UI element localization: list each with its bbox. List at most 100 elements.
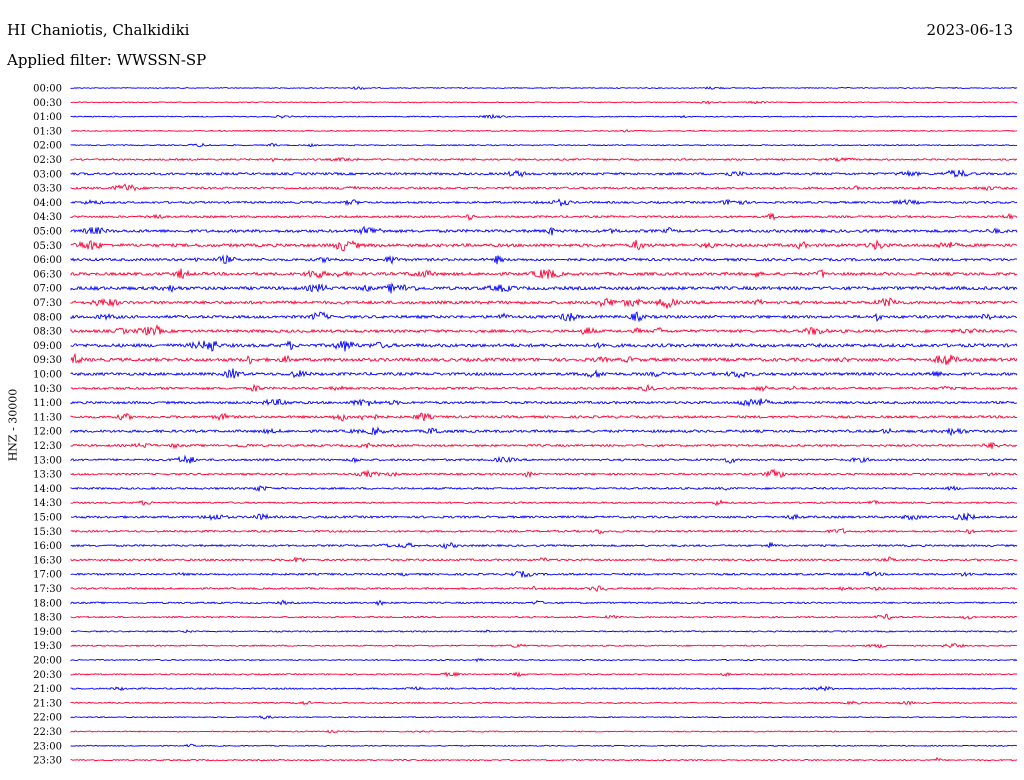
station-title: HI Chaniotis, Chalkidiki	[7, 21, 190, 39]
trace-line	[70, 671, 1018, 678]
time-tick-label: 08:00	[33, 312, 62, 323]
trace-line	[70, 426, 1018, 437]
trace-line	[70, 468, 1018, 479]
time-tick-label: 12:00	[33, 427, 62, 438]
time-tick-label: 10:30	[33, 384, 62, 395]
trace-line	[70, 499, 1018, 507]
trace-line	[70, 657, 1018, 663]
time-tick-label: 22:30	[33, 727, 62, 738]
trace-line	[70, 599, 1018, 607]
time-tick-label: 06:00	[33, 255, 62, 266]
trace-line	[70, 142, 1017, 148]
trace-line	[70, 183, 1018, 192]
time-tick-label: 07:30	[33, 298, 62, 309]
trace-line	[70, 254, 1018, 265]
trace-line	[70, 398, 1018, 408]
time-tick-label: 16:30	[33, 555, 62, 566]
time-tick-label: 15:00	[33, 513, 62, 524]
time-tick-label: 18:30	[33, 613, 62, 624]
trace-line	[70, 311, 1018, 323]
time-tick-label: 01:00	[33, 112, 62, 123]
time-tick-label: 14:00	[33, 484, 62, 495]
time-tick-label: 03:00	[33, 169, 62, 180]
time-tick-label: 00:00	[33, 84, 62, 95]
time-tick-label: 13:30	[33, 470, 62, 481]
trace-line	[70, 268, 1018, 280]
time-tick-label: 04:00	[33, 198, 62, 209]
trace-line	[70, 368, 1018, 379]
time-tick-label: 10:00	[33, 370, 62, 381]
trace-line	[70, 156, 1018, 163]
trace-line	[70, 541, 1018, 549]
time-tick-label: 19:00	[33, 627, 62, 638]
trace-line	[70, 412, 1018, 422]
trace-line	[70, 715, 1018, 720]
trace-line	[70, 198, 1018, 207]
trace-line	[70, 86, 1018, 90]
trace-line	[70, 756, 1018, 762]
time-tick-label: 04:30	[33, 212, 62, 223]
trace-line	[70, 282, 1018, 294]
time-tick-label: 03:30	[33, 184, 62, 195]
time-tick-label: 05:00	[33, 227, 62, 238]
trace-line	[70, 352, 1018, 366]
trace-line	[70, 169, 1018, 179]
trace-line	[70, 512, 1018, 522]
trace-line	[70, 454, 1018, 464]
time-tick-label: 08:30	[33, 327, 62, 338]
trace-line	[70, 743, 1017, 748]
trace-line	[70, 442, 1018, 450]
trace-line	[70, 700, 1018, 706]
trace-line	[70, 528, 1018, 535]
time-tick-label: 02:30	[33, 155, 62, 166]
time-tick-label: 15:30	[33, 527, 62, 538]
time-tick-label: 17:00	[33, 570, 62, 581]
time-tick-label: 23:00	[33, 741, 62, 752]
time-tick-label: 21:00	[33, 684, 62, 695]
filter-label: Applied filter: WWSSN-SP	[7, 51, 207, 69]
trace-line	[70, 556, 1018, 563]
trace-line	[71, 129, 1018, 133]
trace-line	[70, 100, 1018, 105]
time-tick-label: 00:30	[33, 98, 62, 109]
time-tick-label: 23:30	[33, 756, 62, 767]
trace-line	[70, 297, 1018, 309]
time-tick-label: 01:30	[33, 126, 62, 137]
time-tick-label: 05:30	[33, 241, 62, 252]
trace-line	[70, 685, 1018, 692]
trace-line	[70, 239, 1018, 252]
date-label: 2023-06-13	[926, 21, 1013, 39]
trace-line	[70, 340, 1018, 352]
trace-line	[70, 729, 1018, 734]
trace-line	[70, 225, 1018, 236]
time-tick-label: 02:00	[33, 141, 62, 152]
time-tick-label: 20:00	[33, 656, 62, 667]
trace-line	[70, 324, 1018, 337]
time-tick-label: 06:30	[33, 269, 62, 280]
trace-line	[70, 212, 1018, 222]
time-tick-label: 11:30	[33, 412, 62, 423]
time-tick-label: 20:30	[33, 670, 62, 681]
trace-line	[70, 383, 1018, 393]
trace-line	[70, 629, 1018, 634]
trace-line	[70, 642, 1018, 649]
time-tick-label: 09:00	[33, 341, 62, 352]
time-tick-label: 09:30	[33, 355, 62, 366]
time-tick-label: 18:00	[33, 598, 62, 609]
time-tick-label: 22:00	[33, 713, 62, 724]
time-tick-label: 14:30	[33, 498, 62, 509]
time-tick-label: 12:30	[33, 441, 62, 452]
time-tick-label: 13:00	[33, 455, 62, 466]
time-tick-label: 17:30	[33, 584, 62, 595]
trace-line	[70, 485, 1018, 492]
trace-line	[70, 570, 1017, 578]
time-tick-label: 07:00	[33, 284, 62, 295]
time-tick-label: 16:00	[33, 541, 62, 552]
trace-line	[70, 613, 1018, 620]
trace-line	[70, 585, 1018, 592]
trace-line	[70, 113, 1018, 119]
time-tick-label: 19:30	[33, 641, 62, 652]
time-tick-label: 21:30	[33, 698, 62, 709]
time-tick-label: 11:00	[33, 398, 62, 409]
